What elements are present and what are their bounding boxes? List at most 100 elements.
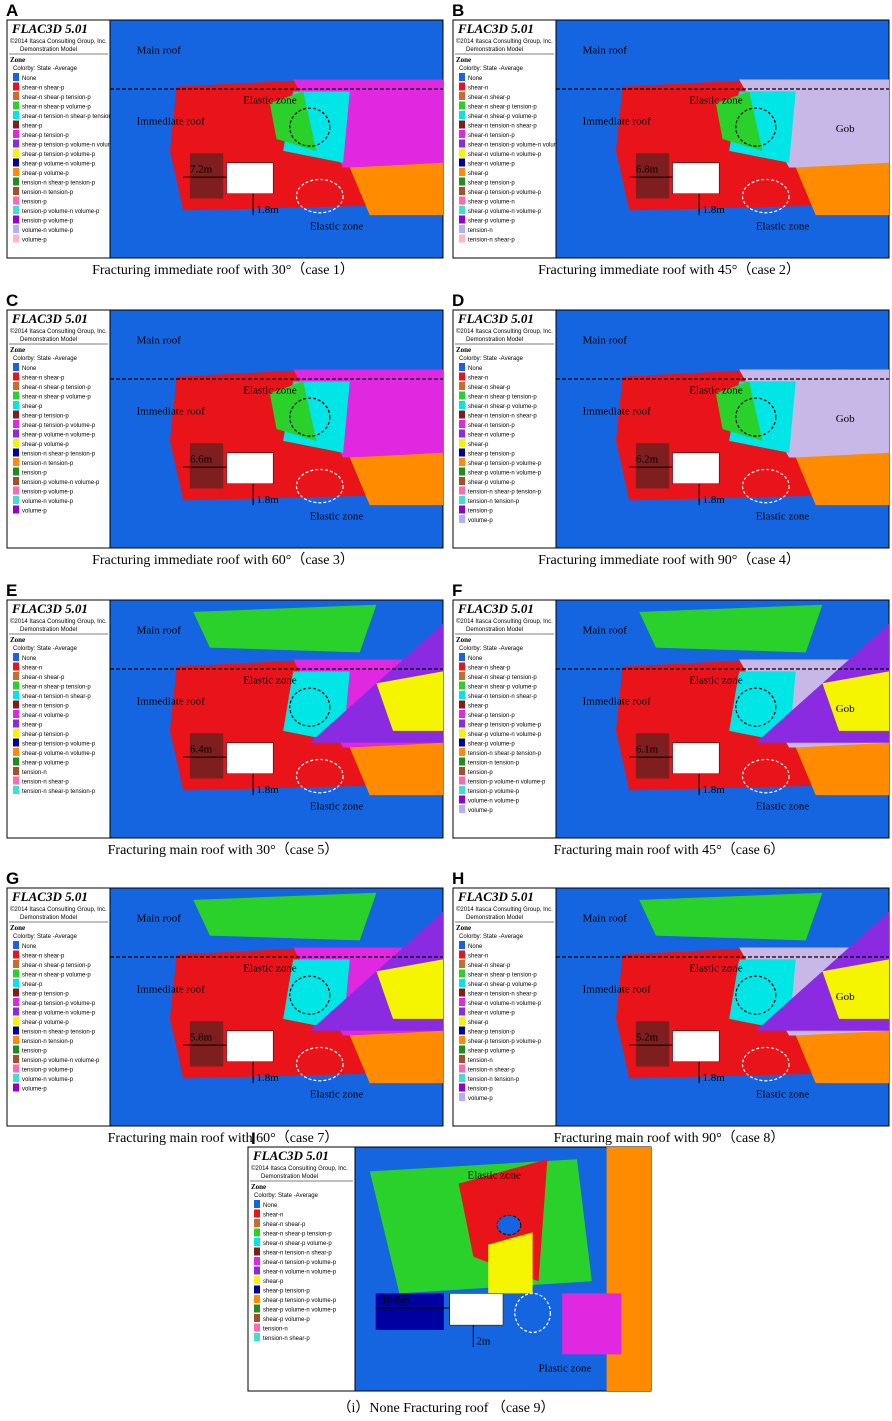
- legend-entry: volume-p: [468, 808, 493, 814]
- legend-entry: tension-p volume-p: [468, 789, 520, 795]
- legend-swatch: [459, 120, 465, 129]
- legend-swatch: [459, 496, 465, 504]
- legend-entry: shear-n shear-p tension-p: [468, 675, 537, 681]
- legend-entry: shear-n shear-p: [22, 675, 65, 681]
- legend-swatch: [13, 662, 19, 671]
- legend-swatch: [13, 448, 19, 457]
- upper-zone-outline: [735, 107, 777, 147]
- copyright: ©2014 Itasca Consulting Group, Inc.: [456, 906, 553, 913]
- legend-swatch: [459, 130, 465, 138]
- legend-entry: shear-p volume-p: [468, 219, 515, 225]
- legend-swatch: [459, 950, 465, 959]
- elastic-core: [715, 381, 763, 441]
- legend-entry: shear-n: [468, 86, 488, 92]
- lower-zone-outline: [514, 1292, 551, 1334]
- colorby: Colorby: State -Average: [13, 934, 78, 940]
- legend-entry: shear-p volume-p: [22, 442, 69, 448]
- caption: Fracturing main roof with 30°（case 5）: [108, 842, 339, 858]
- legend-entry: shear-p tension-p volume-p: [22, 742, 96, 748]
- legend-entry: shear-p tension-p: [468, 181, 515, 187]
- legend-entry: tension-n tension-p: [468, 1077, 520, 1083]
- legend-swatch: [459, 653, 465, 661]
- legend-entry: shear-p: [22, 982, 43, 988]
- panel-label: E: [6, 581, 17, 600]
- legend-entry: shear-p tension-p volume-p: [468, 190, 542, 196]
- legend-entry: None: [22, 656, 37, 662]
- legend-swatch: [459, 234, 465, 243]
- annotation-width: 7.2m: [190, 163, 213, 175]
- annotation-elastic-zone-lower: Elastic zone: [756, 1088, 810, 1100]
- legend-swatch: [459, 187, 465, 195]
- legend-entry: volume-p: [22, 238, 47, 244]
- annotation-elastic-zone-lower: Elastic zone: [756, 800, 810, 812]
- model-name: Demonstration Model: [261, 1174, 318, 1180]
- legend-entry: shear-n shear-p tension-p: [468, 105, 537, 111]
- legend-swatch: [254, 1257, 260, 1265]
- legend-entry: shear-n shear-p volume-p: [22, 105, 91, 111]
- annotation-elastic-zone-upper: Elastic zone: [243, 962, 297, 974]
- legend-entry: volume-p: [468, 1096, 493, 1102]
- annotation-width: 6.6m: [190, 453, 213, 465]
- legend-swatch: [13, 410, 19, 419]
- legend-entry: shear-n: [468, 954, 488, 960]
- legend-swatch: [13, 505, 19, 514]
- annotation-height: 1.8m: [257, 494, 280, 506]
- annotation-height: 1.8m: [703, 204, 726, 216]
- main-roof-region: [193, 892, 377, 941]
- legend-entry: shear-p tension-p volume-p: [22, 423, 96, 429]
- legend-entry: shear-n shear-p tension-p: [22, 95, 91, 101]
- annotation-elastic-zone-upper: Elastic zone: [689, 674, 743, 686]
- legend-swatch: [459, 429, 465, 438]
- annotation-gob: Gob: [836, 703, 855, 715]
- rib-region: [189, 1021, 224, 1067]
- legend-swatch: [459, 467, 465, 476]
- zone-heading: Zone: [456, 346, 471, 354]
- annotation-elastic-zone-lower: Elastic zone: [756, 220, 810, 232]
- legend-swatch: [459, 215, 465, 224]
- legend-entry: shear-p: [468, 442, 489, 448]
- legend-entry: tension-n shear-p: [22, 780, 69, 786]
- floor-region: [349, 452, 443, 506]
- legend-swatch: [13, 206, 19, 214]
- legend-entry: shear-p volume-n volume-p: [22, 751, 96, 757]
- legend-swatch: [13, 429, 19, 438]
- legend-swatch: [459, 168, 465, 176]
- annotation-immediate-roof: Immediate roof: [137, 984, 205, 996]
- annotation-elastic-zone-lower: Elastic zone: [310, 510, 364, 522]
- legend-swatch: [459, 672, 465, 680]
- legend-entry: shear-n: [263, 1213, 283, 1219]
- legend-swatch: [13, 139, 19, 148]
- upper-zone-outline: [289, 687, 331, 727]
- colorby: Colorby: State -Average: [459, 934, 524, 940]
- legend-swatch: [459, 767, 465, 775]
- legend-entry: tension-p: [22, 1049, 47, 1055]
- legend-entry: tension-n shear-p tension-p: [22, 452, 96, 458]
- legend-entry: None: [22, 366, 37, 372]
- copyright: ©2014 Itasca Consulting Group, Inc.: [251, 1165, 348, 1172]
- legend-entry: shear-p volume-n volume-p: [22, 433, 96, 439]
- legend-entry: tension-n: [22, 770, 47, 776]
- legend-entry: shear-p tension-p: [22, 732, 69, 738]
- main-roof-region: [639, 892, 823, 941]
- legend-swatch: [13, 401, 19, 409]
- roadway: [226, 162, 274, 194]
- legend-swatch: [459, 372, 465, 381]
- legend-entry: shear-p volume-n volume-p: [263, 1308, 337, 1314]
- caption: Fracturing immediate roof with 90°（case …: [538, 552, 800, 568]
- annotation-gob: Gob: [836, 413, 855, 425]
- legend-entry: shear-p tension-p: [22, 992, 69, 998]
- legend-entry: None: [468, 944, 483, 950]
- caption: Fracturing immediate roof with 60°（case …: [92, 552, 354, 568]
- upper-zone-outline: [735, 397, 777, 437]
- legend-swatch: [13, 988, 19, 997]
- legend-swatch: [459, 363, 465, 371]
- legend-entry: tension-p: [22, 471, 47, 477]
- copyright: ©2014 Itasca Consulting Group, Inc.: [456, 328, 553, 335]
- legend-swatch: [13, 979, 19, 987]
- legend-entry: shear-n shear-p tension-p: [22, 963, 91, 969]
- legend-entry: shear-p tension-p volume-p: [468, 1039, 542, 1045]
- legend-swatch: [459, 969, 465, 978]
- legend-swatch: [13, 941, 19, 949]
